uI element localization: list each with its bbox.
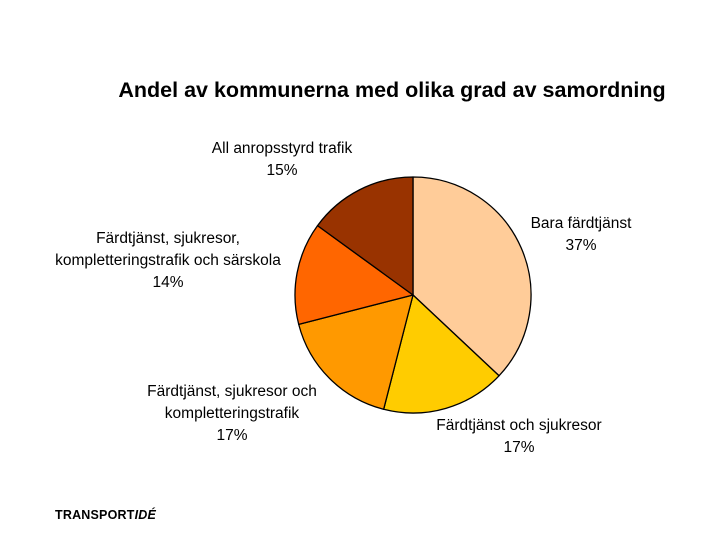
slice-3-category-label: Färdtjänst, sjukresor och	[147, 383, 317, 400]
logo-italic-text: IDÉ	[134, 508, 157, 522]
slice-5-category-label: All anropsstyrd trafik	[212, 140, 353, 157]
slice-1-category-label: Bara färdtjänst	[531, 215, 632, 232]
pie-slices	[294, 176, 532, 414]
pie-slice-3	[298, 294, 414, 410]
logo-main-text: TRANSPORT	[55, 508, 135, 522]
pie-slice-1	[412, 176, 532, 377]
slice-1-percent-label: 37%	[565, 237, 596, 254]
pie-slice-4	[294, 224, 414, 325]
slice-4-category-label: kompletteringstrafik och särskola	[55, 252, 281, 269]
slice-5-percent-label: 15%	[266, 162, 297, 179]
slice-4-category-label: Färdtjänst, sjukresor,	[96, 230, 240, 247]
slice-2-percent-label: 17%	[503, 439, 534, 456]
chart-title: Andel av kommunerna med olika grad av sa…	[0, 78, 720, 103]
transportide-logo: TRANSPORTIDÉ	[55, 508, 156, 522]
slice-3-category-label: kompletteringstrafik	[165, 405, 300, 422]
slice-2-category-label: Färdtjänst och sjukresor	[436, 417, 601, 434]
pie-slice-2	[383, 294, 500, 414]
pie-labels: Bara färdtjänst 37% Färdtjänst och sjukres…	[55, 140, 632, 456]
pie-slice-5	[316, 176, 414, 296]
slice-3-percent-label: 17%	[216, 427, 247, 444]
slice-4-percent-label: 14%	[152, 274, 183, 291]
chart-title-text: Andel av kommunerna med olika grad av sa…	[118, 78, 666, 102]
